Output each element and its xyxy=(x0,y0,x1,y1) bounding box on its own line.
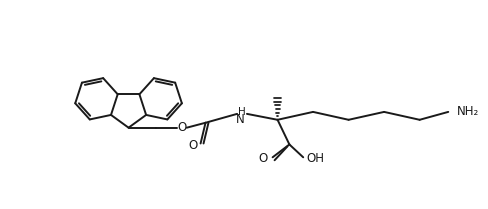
Text: O: O xyxy=(188,139,197,152)
Text: O: O xyxy=(258,152,267,165)
Text: NH₂: NH₂ xyxy=(457,105,479,119)
Text: N: N xyxy=(236,113,244,126)
Text: OH: OH xyxy=(306,152,324,165)
Text: O: O xyxy=(177,121,186,134)
Text: H: H xyxy=(238,107,246,117)
